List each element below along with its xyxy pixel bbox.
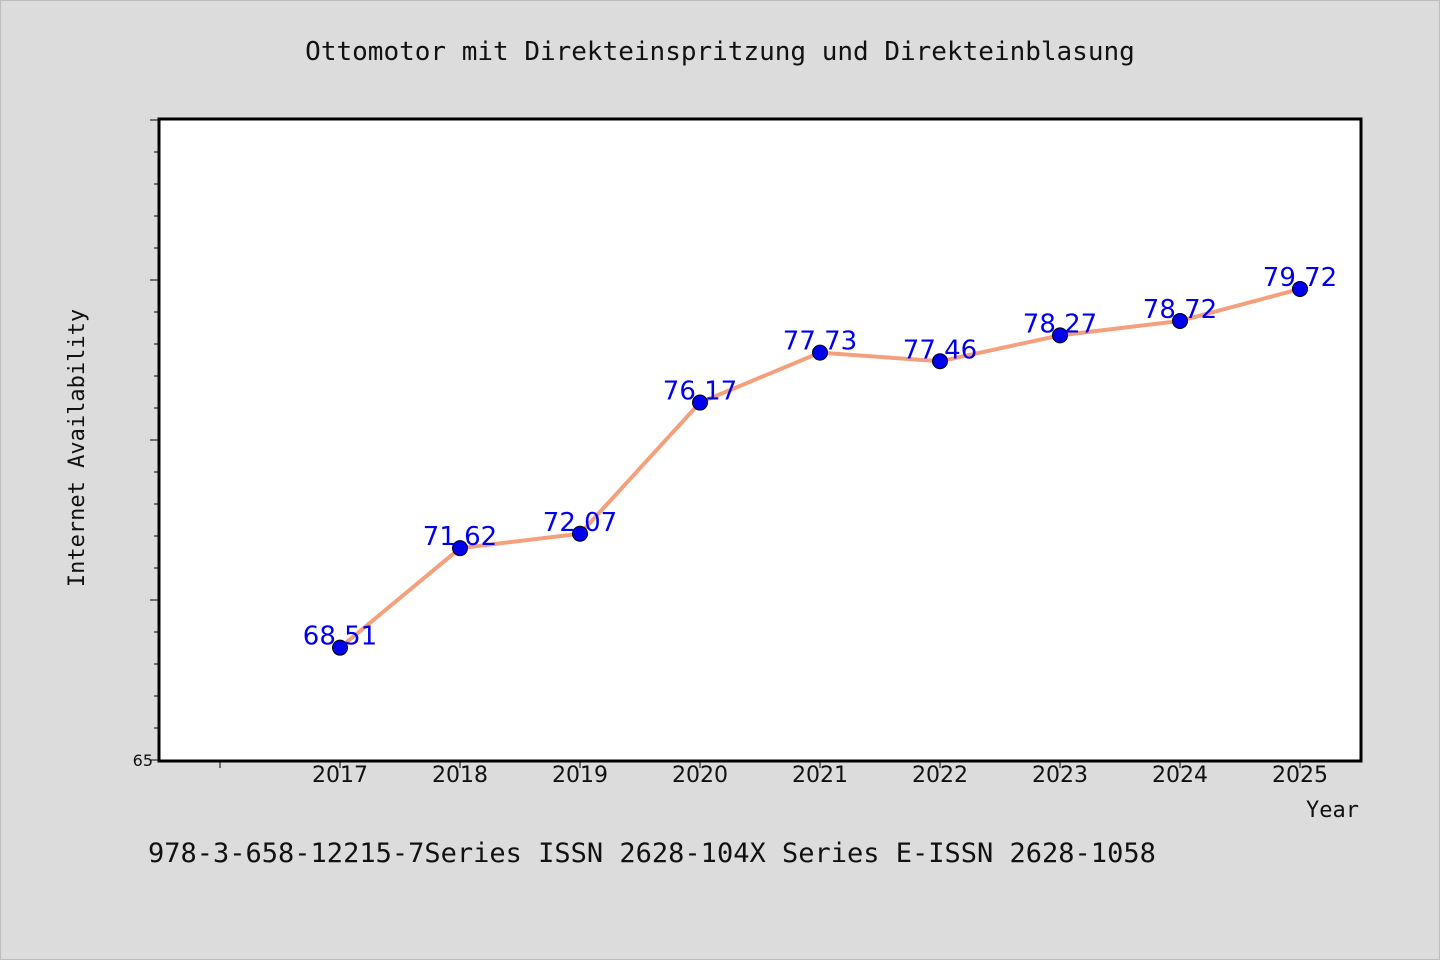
series-revenue: 68.51 71.62 72.07 76.17 77.73 77.46 78.27 78.72… — [303, 263, 1337, 656]
y-axis-label: Internet Availability — [65, 309, 90, 587]
data-point — [1172, 312, 1188, 329]
data-label: 77.46 — [903, 335, 977, 365]
data-point — [932, 353, 948, 370]
y-tick-label: 65 — [133, 751, 153, 770]
x-tick-label: 2022 — [912, 763, 968, 788]
data-point — [692, 394, 708, 411]
x-tick-label: 2017 — [312, 763, 368, 788]
data-point — [1052, 327, 1068, 344]
x-tick-label: 2019 — [552, 763, 608, 788]
x-axis-label: Year — [1306, 798, 1359, 823]
y-axis-ticks — [150, 119, 159, 761]
footer-text: 978-3-658-12215-7Series ISSN 2628-104X S… — [148, 838, 1156, 869]
x-tick-label: 2023 — [1032, 763, 1088, 788]
x-tick-label: 2025 — [1272, 763, 1328, 788]
x-tick-label: 2018 — [432, 763, 488, 788]
data-label: 72.07 — [543, 508, 617, 538]
data-label: 78.27 — [1023, 309, 1097, 339]
x-tick-label: 2024 — [1152, 763, 1208, 788]
chart-title: Ottomotor mit Direkteinspritzung und Dir… — [305, 37, 1135, 67]
plot-area — [157, 117, 1363, 763]
x-tick-label: 2020 — [672, 763, 728, 788]
data-point — [812, 344, 828, 361]
data-point — [452, 540, 468, 557]
data-label: 77.73 — [783, 327, 857, 357]
data-label: 78.72 — [1143, 295, 1217, 325]
data-label: 71.62 — [423, 522, 497, 552]
x-tick-label: 2021 — [792, 763, 848, 788]
data-point — [572, 525, 588, 542]
x-axis-ticks: 2017 2018 2019 2020 2021 2022 2023 2024 2025 — [219, 761, 1328, 788]
data-label: 76.17 — [663, 377, 737, 407]
data-label: 79.72 — [1263, 263, 1337, 293]
data-point — [1292, 280, 1308, 297]
data-label: 68.51 — [303, 622, 377, 652]
data-point — [332, 639, 348, 656]
